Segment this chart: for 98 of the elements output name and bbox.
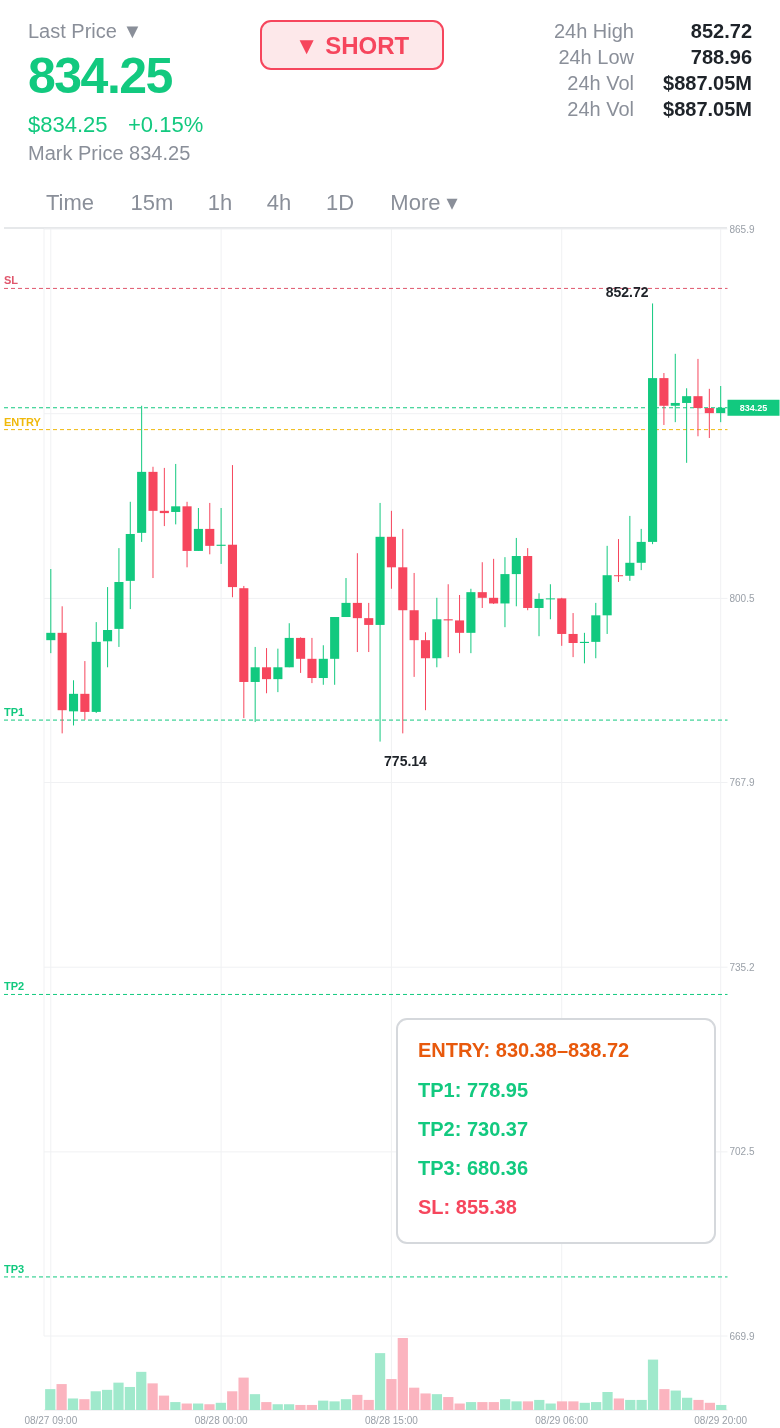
candlestick: [568, 612, 578, 658]
candlestick: [545, 583, 555, 620]
candlestick: [46, 568, 56, 654]
text: 1D: [325, 190, 355, 215]
bar: [181, 1403, 192, 1410]
candlestick: [579, 632, 589, 664]
text: 852.72: [690, 20, 752, 42]
bar: [454, 1403, 465, 1410]
candlestick: [205, 502, 215, 555]
text: $834.25: [28, 112, 108, 137]
annotation: TP1: 778.95: [418, 1079, 529, 1101]
text: 1h: [207, 190, 233, 215]
ref-line-label: SL: [4, 274, 19, 287]
x-tick-label: 08/28 00:00: [194, 1415, 248, 1426]
text: 24h High: [553, 20, 634, 42]
text: ▼ SHORT: [294, 32, 410, 59]
candlestick: [420, 631, 431, 711]
ref-line-label: TP1: [4, 706, 25, 719]
y-tick-label: 865.9: [729, 223, 755, 235]
y-tick-label: 702.5: [729, 1146, 755, 1158]
candlestick: [534, 592, 544, 637]
candlestick: [455, 594, 465, 654]
bar: [45, 1389, 56, 1410]
candlestick: [613, 538, 624, 583]
bar: [659, 1389, 670, 1410]
text: 24h Vol: [567, 98, 634, 120]
bar: [363, 1399, 374, 1410]
bar: [545, 1403, 556, 1410]
bar: [261, 1402, 272, 1410]
ref-line-label: 834.25: [739, 402, 768, 413]
candlestick: [261, 647, 272, 694]
text: Time: [45, 190, 95, 215]
bar: [625, 1399, 636, 1410]
bar: [204, 1404, 215, 1410]
candlestick: [477, 561, 487, 609]
bar: [79, 1399, 90, 1410]
candlestick: [80, 660, 90, 721]
bar: [716, 1404, 727, 1410]
bar: [249, 1394, 261, 1410]
text: 834.25: [28, 48, 173, 104]
bar: [56, 1384, 67, 1410]
bar: [170, 1402, 181, 1410]
candlestick: [443, 583, 453, 658]
bar: [613, 1398, 625, 1410]
candlestick: [352, 552, 362, 653]
y-tick-label: 669.9: [729, 1330, 755, 1342]
y-tick-label: 735.2: [729, 961, 755, 973]
text: +0.15%: [128, 112, 204, 137]
annotation: 852.72: [605, 284, 649, 301]
text: $887.05M: [663, 98, 752, 120]
text: 15m: [130, 190, 174, 215]
candlestick: [511, 537, 521, 607]
text: 24h Low: [558, 46, 635, 68]
annotation: SL: 855.38: [418, 1196, 517, 1218]
bar: [374, 1353, 386, 1410]
candlestick: [318, 644, 328, 686]
bar: [534, 1399, 545, 1410]
annotation: TP2: 730.37: [418, 1118, 529, 1140]
bar: [215, 1402, 226, 1410]
candlestick: [273, 648, 283, 693]
y-tick-label: 767.9: [729, 777, 755, 788]
candlestick: [216, 507, 226, 565]
candlestick: [364, 602, 374, 653]
candlestick: [296, 636, 306, 674]
ref-line-label: TP3: [4, 1262, 25, 1275]
x-tick-label: 08/28 15:00: [365, 1415, 419, 1426]
annotation: ENTRY: 830.38–838.72: [418, 1039, 630, 1061]
candlestick: [103, 586, 113, 668]
annotation: 775.14: [384, 752, 428, 769]
text: 24h Vol: [567, 72, 634, 94]
candlestick: [341, 577, 351, 618]
candlestick: [636, 528, 646, 571]
candlestick: [693, 358, 703, 437]
candlestick: [625, 515, 635, 582]
bar: [465, 1402, 477, 1410]
text: 788.96: [690, 46, 752, 68]
candlestick: [193, 507, 203, 552]
text: More ▾: [390, 190, 458, 215]
bar: [67, 1398, 79, 1410]
bar: [431, 1394, 443, 1410]
candlestick: [307, 637, 317, 684]
text: Last Price ▼: [28, 20, 143, 42]
ref-line-label: TP2: [4, 980, 25, 993]
text: $887.05M: [663, 72, 752, 94]
bar: [192, 1403, 204, 1410]
candlestick: [171, 463, 181, 525]
x-tick-label: 08/29 06:00: [535, 1415, 589, 1426]
annotation: TP3: 680.36: [418, 1157, 529, 1179]
candlestick: [704, 388, 714, 439]
ref-line-label: ENTRY: [4, 415, 42, 428]
x-tick-label: 08/27 09:00: [24, 1415, 78, 1426]
bar: [352, 1394, 363, 1410]
text: Mark Price 834.25: [28, 142, 191, 164]
bar: [443, 1397, 454, 1410]
x-tick-label: 08/29 20:00: [694, 1415, 748, 1426]
bar: [522, 1401, 534, 1410]
text: 4h: [266, 190, 292, 215]
y-tick-label: 800.5: [729, 592, 755, 604]
